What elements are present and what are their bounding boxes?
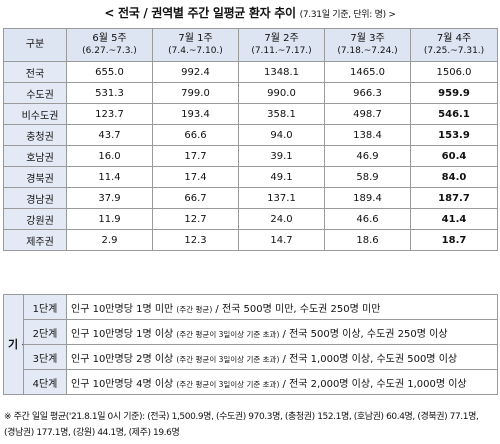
cell: 2.9 — [66, 229, 153, 251]
cell: 24.0 — [238, 208, 325, 230]
header-corner: 구분 — [3, 28, 67, 62]
cell: 58.9 — [324, 166, 411, 188]
table-row: 제주권 2.9 12.3 14.7 18.6 18.7 — [3, 229, 498, 251]
cell: 14.7 — [238, 229, 325, 251]
row-label: 호남권 — [3, 145, 67, 167]
cell: 138.4 — [324, 124, 411, 146]
criteria-label: 기 준 — [3, 294, 24, 395]
table-row: 경북권 11.4 17.4 49.1 58.9 84.0 — [3, 166, 498, 188]
header-week-4: 7월 3주 (7.18.~7.24.) — [324, 28, 411, 62]
cell: 43.7 — [66, 124, 153, 146]
table-row: 수도권 531.3 799.0 990.0 966.3 959.9 — [3, 82, 498, 104]
cell: 189.4 — [324, 187, 411, 209]
cell: 12.3 — [152, 229, 239, 251]
criteria-table: 기 준 1단계 인구 10만명당 1명 미만 (주간 평균) / 전국 500명… — [3, 294, 498, 395]
row-label: 비수도권 — [3, 103, 67, 125]
level-desc: 인구 10만명당 1명 미만 (주간 평균) / 전국 500명 미만, 수도권… — [66, 294, 498, 320]
cell: 18.6 — [324, 229, 411, 251]
title-main: < 전국 / 권역별 주간 일평균 환자 추이 — [104, 6, 296, 20]
cell: 799.0 — [152, 82, 239, 104]
table-row: 강원권 11.9 12.7 24.0 46.6 41.4 — [3, 208, 498, 230]
criteria-row: 2단계 인구 10만명당 1명 이상 (주간 평균이 3일이상 기준 초과) /… — [4, 319, 498, 345]
cell: 46.9 — [324, 145, 411, 167]
cell: 546.1 — [410, 103, 498, 125]
cell: 498.7 — [324, 103, 411, 125]
row-label: 제주권 — [3, 229, 67, 251]
row-label: 경남권 — [3, 187, 67, 209]
cell: 153.9 — [410, 124, 498, 146]
level-desc: 인구 10만명당 4명 이상 (주간 평균이 3일이상 기준 초과) / 전국 … — [66, 369, 498, 395]
cell: 1506.0 — [410, 61, 498, 83]
cell: 39.1 — [238, 145, 325, 167]
cell: 1348.1 — [238, 61, 325, 83]
criteria-row: 기 준 1단계 인구 10만명당 1명 미만 (주간 평균) / 전국 500명… — [3, 294, 498, 395]
row-label: 수도권 — [3, 82, 67, 104]
title-subtitle: (7.31일 기준, 단위: 명) > — [299, 10, 396, 20]
cell: 94.0 — [238, 124, 325, 146]
footnote-line-2: (경남권) 177.1명, (강원) 44.1명, (제주) 19.6명 — [4, 428, 180, 438]
footnote-line-1: ※ 주간 일일 평균('21.8.1일 0시 기준): (전국) 1,500.9… — [4, 412, 479, 422]
cell: 17.7 — [152, 145, 239, 167]
weekly-patient-table: 구분 6월 5주 (6.27.~7.3.) 7월 1주 (7.4.~7.10.) 7… — [3, 28, 498, 251]
cell: 959.9 — [410, 82, 498, 104]
cell: 41.4 — [410, 208, 498, 230]
cell: 11.9 — [66, 208, 153, 230]
cell: 187.7 — [410, 187, 498, 209]
cell: 37.9 — [66, 187, 153, 209]
level-name: 4단계 — [23, 369, 67, 395]
header-week-5: 7월 4주 (7.25.~7.31.) — [410, 28, 498, 62]
criteria-row: 4단계 인구 10만명당 4명 이상 (주간 평균이 3일이상 기준 초과) /… — [4, 369, 498, 395]
table-row: 비수도권 123.7 193.4 358.1 498.7 546.1 — [3, 103, 498, 125]
table-row-national: 전국 655.0 992.4 1348.1 1465.0 1506.0 — [3, 61, 498, 83]
cell: 60.4 — [410, 145, 498, 167]
cell: 17.4 — [152, 166, 239, 188]
cell: 84.0 — [410, 166, 498, 188]
cell: 16.0 — [66, 145, 153, 167]
cell: 123.7 — [66, 103, 153, 125]
level-name: 2단계 — [23, 319, 67, 345]
row-label: 충청권 — [3, 124, 67, 146]
row-label: 전국 — [3, 61, 67, 83]
cell: 966.3 — [324, 82, 411, 104]
cell: 992.4 — [152, 61, 239, 83]
cell: 137.1 — [238, 187, 325, 209]
level-desc: 인구 10만명당 1명 이상 (주간 평균이 3일이상 기준 초과) / 전국 … — [66, 319, 498, 345]
level-name: 3단계 — [23, 344, 67, 370]
cell: 990.0 — [238, 82, 325, 104]
cell: 193.4 — [152, 103, 239, 125]
table-row: 충청권 43.7 66.6 94.0 138.4 153.9 — [3, 124, 498, 146]
cell: 358.1 — [238, 103, 325, 125]
cell: 46.6 — [324, 208, 411, 230]
cell: 66.6 — [152, 124, 239, 146]
cell: 531.3 — [66, 82, 153, 104]
cell: 655.0 — [66, 61, 153, 83]
level-desc: 인구 10만명당 2명 이상 (주간 평균이 3일이상 기준 초과) / 전국 … — [66, 344, 498, 370]
cell: 49.1 — [238, 166, 325, 188]
cell: 12.7 — [152, 208, 239, 230]
cell: 11.4 — [66, 166, 153, 188]
level-name: 1단계 — [23, 294, 67, 320]
table-header-row: 구분 6월 5주 (6.27.~7.3.) 7월 1주 (7.4.~7.10.) 7… — [3, 28, 498, 62]
criteria-row: 3단계 인구 10만명당 2명 이상 (주간 평균이 3일이상 기준 초과) /… — [4, 344, 498, 370]
table-row: 호남권 16.0 17.7 39.1 46.9 60.4 — [3, 145, 498, 167]
row-label: 경북권 — [3, 166, 67, 188]
table-title: < 전국 / 권역별 주간 일평균 환자 추이 (7.31일 기준, 단위: 명… — [0, 4, 500, 21]
table-row: 경남권 37.9 66.7 137.1 189.4 187.7 — [3, 187, 498, 209]
cell: 18.7 — [410, 229, 498, 251]
header-week-2: 7월 1주 (7.4.~7.10.) — [152, 28, 239, 62]
row-label: 강원권 — [3, 208, 67, 230]
header-week-3: 7월 2주 (7.11.~7.17.) — [238, 28, 325, 62]
header-week-1: 6월 5주 (6.27.~7.3.) — [66, 28, 153, 62]
cell: 1465.0 — [324, 61, 411, 83]
cell: 66.7 — [152, 187, 239, 209]
